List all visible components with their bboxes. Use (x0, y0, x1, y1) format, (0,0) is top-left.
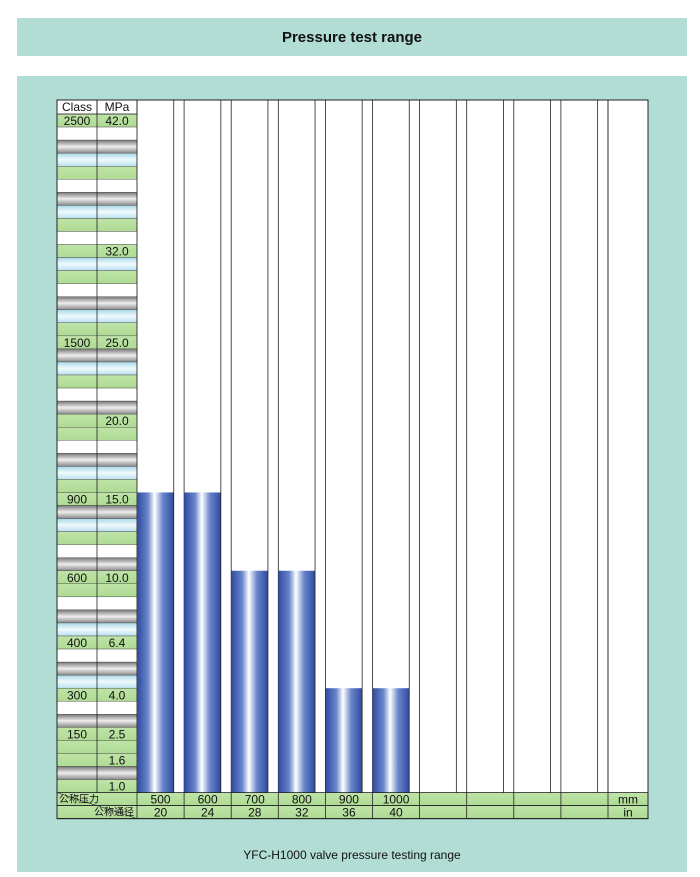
pressure-bar (372, 688, 410, 793)
pressure-bar (184, 492, 221, 793)
pressure-bar (137, 492, 174, 793)
page-title: Pressure test range (281, 28, 423, 46)
footer-diagonal (56, 792, 138, 819)
mpa-tick-label: 42.0 (105, 114, 129, 128)
pressure-bar (278, 570, 316, 793)
category-mm-label: 500 (151, 793, 171, 807)
mpa-tick-label: 32.0 (105, 245, 129, 259)
category-in-label: 28 (248, 806, 262, 820)
mpa-tick-label: 2.5 (109, 727, 126, 741)
category-in-label: 32 (295, 806, 309, 820)
class-tick-label: 900 (67, 493, 87, 507)
unit-mm-label: mm (618, 793, 638, 807)
mpa-tick-label: 1.0 (109, 780, 126, 794)
class-header: Class (62, 100, 92, 114)
class-tick-label: 150 (67, 727, 87, 741)
pressure-bar (231, 570, 268, 793)
mpa-tick-label: 20.0 (105, 414, 129, 428)
category-mm-label: 600 (198, 793, 218, 807)
category-in-label: 40 (389, 806, 403, 820)
mpa-tick-label: 1.6 (109, 754, 126, 768)
chart-caption: YFC-H1000 valve pressure testing range (243, 848, 461, 862)
footer-diameter-label: 公称通径 (94, 806, 134, 819)
chart-panel: Class MPa 42.0 2500 32.0 25.0 1500 20.0 15.0 900 1… (17, 76, 687, 872)
mpa-tick-label: 25.0 (105, 336, 129, 350)
table-outline (56, 99, 649, 820)
pressure-bar (325, 688, 363, 793)
category-mm-label: 800 (292, 793, 312, 807)
class-tick-label: 1500 (64, 336, 91, 350)
page-title-bar: Pressure test range (17, 18, 687, 56)
category-in-label: 24 (201, 806, 215, 820)
category-in-label: 36 (342, 806, 356, 820)
mpa-header: MPa (105, 100, 130, 114)
class-tick-label: 600 (67, 571, 87, 585)
class-tick-label: 2500 (64, 114, 91, 128)
mpa-tick-label: 6.4 (109, 636, 126, 650)
mpa-tick-label: 4.0 (109, 688, 126, 702)
class-tick-label: 300 (67, 688, 87, 702)
category-mm-label: 1000 (383, 793, 410, 807)
unit-in-label: in (623, 806, 632, 820)
category-in-label: 20 (154, 806, 168, 820)
mpa-tick-label: 10.0 (105, 571, 129, 585)
class-tick-label: 400 (67, 636, 87, 650)
footer-pressure-label: 公称压力 (59, 793, 99, 806)
mpa-tick-label: 15.0 (105, 493, 129, 507)
category-mm-label: 900 (339, 793, 359, 807)
category-mm-label: 700 (245, 793, 265, 807)
